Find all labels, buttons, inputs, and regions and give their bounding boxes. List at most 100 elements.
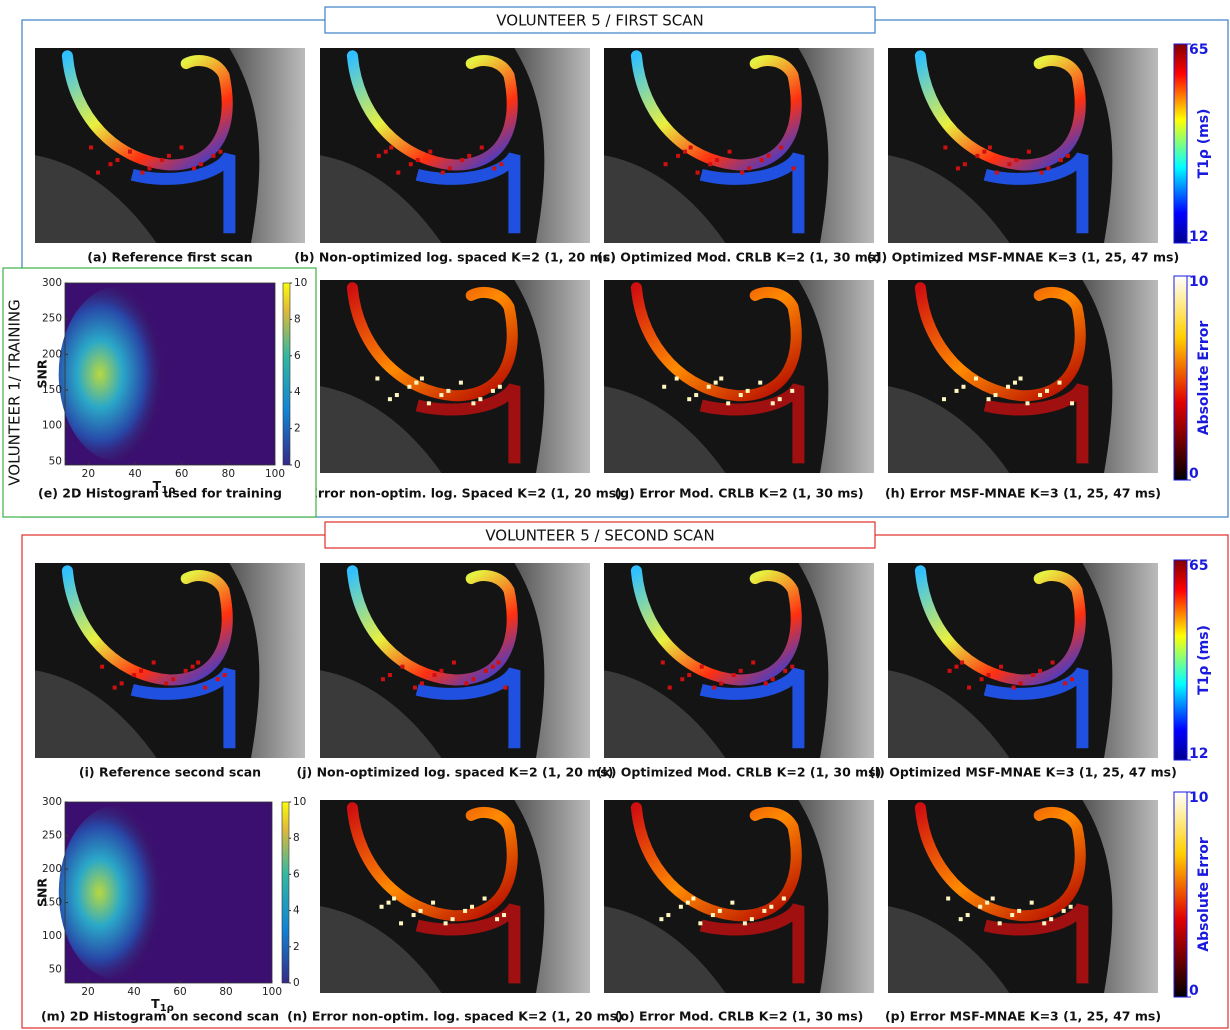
x-tick-label: 20	[81, 986, 94, 998]
speckle	[763, 681, 768, 686]
speckle	[440, 170, 445, 175]
speckle	[683, 149, 688, 154]
cartilage-lower	[699, 382, 805, 464]
colorbar-tick-label: 2	[294, 423, 301, 435]
colorbar-tick-label: 4	[294, 386, 301, 398]
y-tick-label: 150	[42, 384, 62, 396]
speckle	[467, 153, 472, 158]
panel-caption: (n) Error non-optim. log. spaced K=2 (1,…	[287, 1009, 623, 1024]
panel-caption: (d) Optimized MSF-MNAE K=3 (1, 25, 47 ms…	[867, 250, 1179, 265]
speckle	[974, 376, 979, 381]
panel-caption: (b) Non-optimized log. spaced K=2 (1, 20…	[294, 250, 616, 265]
speckle	[954, 664, 959, 669]
speckle	[699, 664, 704, 669]
bone-shadow	[888, 155, 1010, 243]
speckle	[490, 388, 495, 393]
speckle	[717, 908, 722, 913]
speckle	[1070, 401, 1075, 406]
speckle	[1007, 162, 1012, 167]
speckle	[151, 660, 156, 665]
colorbar-tick-label: 6	[294, 350, 301, 362]
muscle-tissue	[798, 48, 874, 243]
histogram-caption: (e) 2D Histogram used for training	[38, 486, 282, 501]
panel-caption: (l) Optimized MSF-MNAE K=3 (1, 25, 47 ms…	[869, 765, 1177, 780]
speckle	[415, 158, 420, 163]
x-axis-label-base: T	[153, 478, 162, 493]
speckle	[451, 660, 456, 665]
speckle	[375, 376, 380, 381]
x-tick-label: 60	[175, 468, 188, 480]
x-axis-label-sub: 1ρ	[161, 485, 175, 496]
speckle	[412, 685, 417, 690]
speckle	[386, 900, 391, 905]
speckle	[759, 158, 764, 163]
t1rho-map	[604, 48, 874, 243]
speckle	[112, 685, 117, 690]
speckle	[1057, 380, 1062, 385]
cartilage	[914, 565, 1086, 686]
speckle	[730, 900, 735, 905]
cartilage	[346, 565, 518, 686]
speckle	[164, 681, 169, 686]
speckle	[986, 673, 991, 678]
speckle	[1026, 149, 1031, 154]
cartilage-lower	[415, 902, 521, 984]
cartilage-lower	[983, 666, 1089, 749]
bone-shadow	[320, 155, 442, 243]
muscle-tissue	[1082, 563, 1158, 758]
muscle-tissue	[798, 800, 874, 993]
bone-shadow	[888, 906, 1010, 993]
speckle	[1025, 401, 1030, 406]
speckle	[503, 685, 508, 690]
speckle	[1029, 900, 1034, 905]
side-label: VOLUNTEER 1/ TRAINING	[6, 299, 24, 485]
speckle	[667, 685, 672, 690]
colorbar-tick-label: 2	[293, 941, 300, 953]
speckle	[1068, 904, 1073, 909]
speckle	[450, 917, 455, 922]
speckle	[695, 170, 700, 175]
colorbar-tick-label: 65	[1189, 42, 1208, 58]
colorbar	[1173, 275, 1188, 481]
speckle	[678, 904, 683, 909]
speckle	[777, 397, 782, 402]
colorbar-tick-label: 8	[293, 832, 300, 844]
speckle	[691, 896, 696, 901]
x-tick-label: 80	[222, 468, 235, 480]
speckle	[1017, 908, 1022, 913]
panel-caption: (f) Error non-optim. log. Spaced K=2 (1,…	[288, 486, 622, 501]
speckle	[394, 393, 399, 398]
colorbar-tick-label: 10	[1189, 790, 1209, 806]
section-title-box	[324, 6, 876, 34]
panel-caption: (h) Error MSF-MNAE K=3 (1, 25, 47 ms)	[885, 486, 1161, 501]
y-tick-label: 200	[42, 348, 62, 360]
t1rho-map	[35, 563, 305, 758]
muscle-tissue	[514, 563, 590, 758]
speckle	[790, 388, 795, 393]
speckle	[762, 908, 767, 913]
speckle	[183, 668, 188, 673]
speckle	[726, 401, 731, 406]
speckle	[967, 685, 972, 690]
bone-shadow	[35, 670, 157, 758]
colorbar-tick-label: 10	[1189, 274, 1209, 290]
speckle	[89, 145, 93, 150]
speckle	[222, 673, 227, 678]
speckle	[713, 380, 718, 385]
speckle	[108, 162, 113, 167]
speckle	[1042, 921, 1047, 926]
cartilage-lower	[983, 382, 1089, 464]
speckle	[749, 917, 754, 922]
speckle	[198, 162, 203, 167]
speckle	[408, 162, 413, 167]
section-title: VOLUNTEER 5 / SECOND SCAN	[485, 527, 714, 545]
cartilage	[630, 802, 802, 922]
y-tick-label: 300	[42, 277, 62, 289]
cartilage-lower	[415, 666, 521, 749]
t1rho-map	[888, 48, 1158, 243]
speckle	[719, 681, 724, 686]
speckle	[978, 904, 983, 909]
speckle	[674, 376, 679, 381]
speckle	[719, 376, 724, 381]
y-tick-label: 50	[49, 964, 62, 976]
